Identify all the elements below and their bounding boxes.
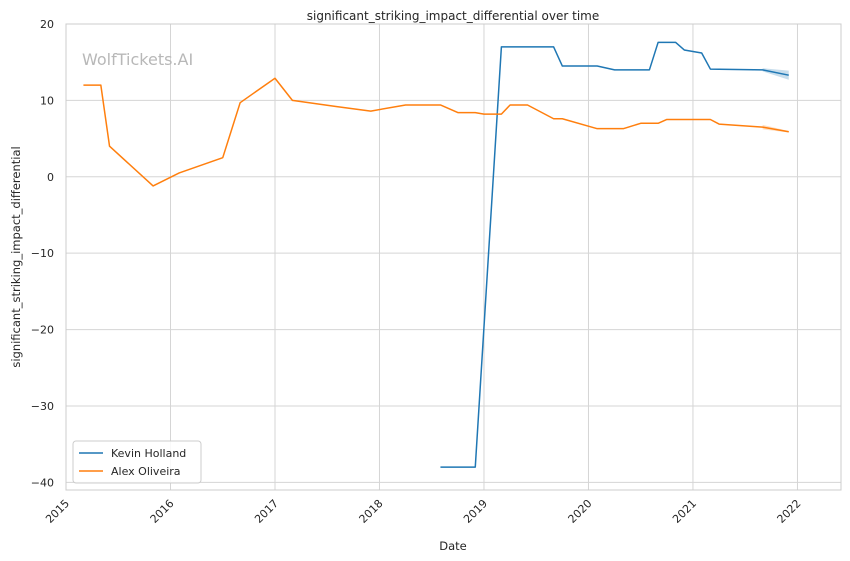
chart-title: significant_striking_impact_differential…	[307, 9, 599, 23]
legend: Kevin Holland Alex Oliveira	[72, 440, 202, 484]
y-tick-label: 20	[40, 18, 54, 31]
legend-label-kevin-holland: Kevin Holland	[111, 447, 186, 460]
x-axis-title: Date	[439, 539, 467, 553]
legend-box	[72, 440, 202, 484]
plot-border	[65, 23, 842, 491]
plot-area	[66, 24, 841, 490]
x-tick-label: 2021	[670, 497, 699, 526]
y-tick-label: 0	[47, 171, 54, 184]
x-tick-label: 2018	[357, 497, 386, 526]
grid-lines	[65, 23, 842, 491]
y-tick-label: −10	[31, 247, 54, 260]
y-tick-label: 10	[40, 94, 54, 107]
y-tick-labels: 20 10 0 −10 −20 −30 −40	[31, 18, 54, 489]
y-axis-title: significant_striking_impact_differential	[9, 146, 23, 367]
x-tick-label: 2016	[148, 497, 177, 526]
x-tick-label: 2019	[461, 497, 490, 526]
y-tick-label: −40	[31, 476, 54, 489]
x-tick-labels: 2015 2016 2017 2018 2019 2020 2021 2022	[43, 497, 803, 526]
series-lines	[83, 41, 789, 468]
series-line-alex-oliveira	[83, 77, 789, 187]
y-tick-label: −30	[31, 400, 54, 413]
legend-label-alex-oliveira: Alex Oliveira	[111, 465, 181, 478]
x-tick-label: 2017	[252, 497, 281, 526]
x-tick-label: 2022	[775, 497, 804, 526]
series-line-kevin-holland	[440, 41, 789, 468]
x-tick-label: 2015	[43, 497, 72, 526]
y-tick-label: −20	[31, 324, 54, 337]
watermark-text: WolfTickets.AI	[82, 50, 193, 69]
x-tick-label: 2020	[566, 497, 595, 526]
